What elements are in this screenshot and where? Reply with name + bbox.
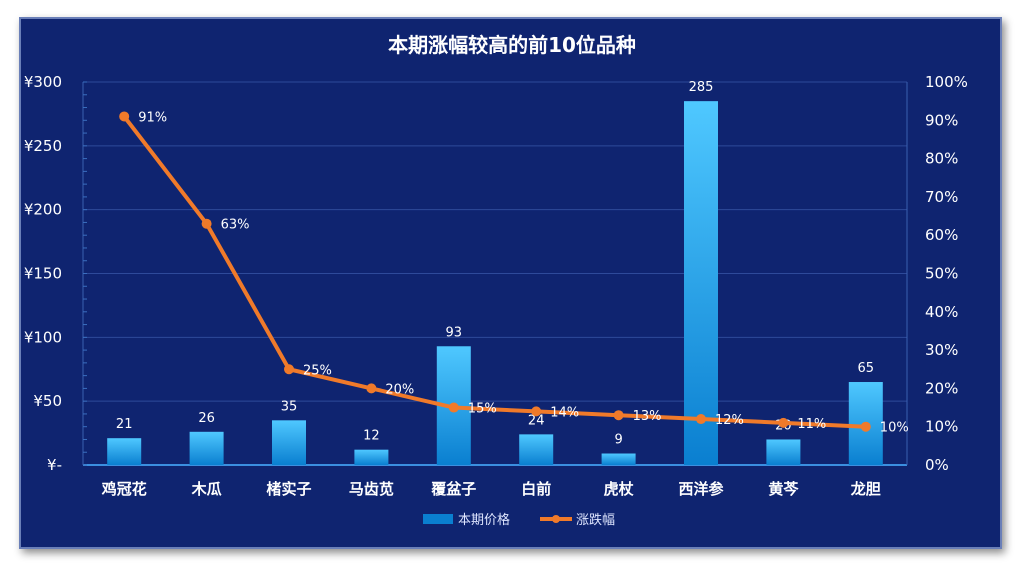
y-left-tick-label: ¥- (47, 456, 62, 474)
bar-value-label: 21 (116, 417, 133, 432)
bar[interactable] (601, 453, 636, 465)
line-point[interactable] (284, 364, 294, 375)
bar[interactable] (354, 449, 389, 465)
bar-value-label: 35 (281, 399, 298, 414)
bar[interactable] (684, 101, 718, 466)
category-label: 白前 (521, 480, 551, 498)
bar-value-labels: 21263512932492852065 (116, 80, 874, 447)
y-left-tick-label: ¥100 (24, 328, 62, 346)
chart-frame (19, 17, 1002, 549)
legend-line-label: 涨跌幅 (576, 512, 615, 528)
y-right-tick-label: 80% (925, 150, 958, 168)
legend-line-marker (552, 515, 560, 523)
legend-bar-swatch (423, 514, 453, 524)
y-right-tick-label: 20% (925, 379, 958, 397)
line-point[interactable] (448, 402, 459, 413)
y-right-tick-label: 40% (925, 303, 958, 321)
line-value-label: 91% (138, 110, 167, 125)
line-series (119, 111, 871, 432)
category-label: 龙胆 (850, 480, 881, 498)
line-point[interactable] (860, 421, 871, 432)
category-label: 楮实子 (265, 480, 311, 498)
y-right-tick-label: 50% (925, 265, 958, 283)
legend[interactable]: 本期价格 涨跌幅 (423, 512, 615, 528)
category-label: 鸡冠花 (101, 480, 147, 498)
y-left-tick-label: ¥150 (24, 265, 62, 283)
line-value-labels: 91% 63% 25% 20% 15% 14% 13% 12% 11% 10% (138, 110, 909, 435)
chart-title: 本期涨幅较高的前10位品种 (388, 33, 636, 57)
legend-bar-label: 本期价格 (458, 512, 510, 528)
category-label: 覆盆子 (431, 480, 476, 498)
bar-value-label: 65 (858, 361, 875, 376)
category-labels: 鸡冠花 木瓜 楮实子 马齿苋 覆盆子 白前 虎杖 西洋参 黄芩 龙胆 (101, 480, 881, 498)
bar-value-label: 285 (689, 80, 714, 95)
y-right-tick-label: 10% (925, 418, 958, 436)
line-value-label: 13% (633, 409, 662, 424)
category-label: 虎杖 (604, 480, 634, 498)
line-value-label: 63% (221, 218, 250, 233)
line-path (122, 115, 866, 429)
line-point[interactable] (778, 417, 789, 428)
line-value-label: 20% (385, 382, 414, 397)
bar[interactable] (519, 434, 554, 465)
line-value-label: 15% (468, 402, 497, 417)
y-left-tick-label: ¥300 (24, 73, 62, 91)
gridlines (83, 81, 907, 402)
bar[interactable] (766, 439, 801, 465)
bar[interactable] (189, 431, 224, 465)
bar-value-label: 26 (198, 411, 215, 426)
line-point[interactable] (613, 410, 624, 421)
category-label: 黄芩 (768, 480, 799, 498)
line-value-label: 25% (303, 363, 332, 378)
category-label: 马齿苋 (349, 480, 394, 498)
y-left-tick-label: ¥50 (33, 392, 62, 410)
y-right-tick-label: 100% (925, 73, 968, 91)
y-left-tick-label: ¥250 (24, 137, 62, 155)
line-point[interactable] (531, 406, 542, 417)
line-point[interactable] (201, 218, 212, 229)
line-value-label: 12% (715, 413, 744, 428)
bar-value-label: 93 (446, 325, 463, 340)
bar[interactable] (272, 420, 306, 465)
y-left-tick-label: ¥200 (24, 201, 62, 219)
y-right-tick-label: 60% (925, 226, 958, 244)
line-value-label: 11% (797, 417, 826, 432)
category-label: 木瓜 (191, 480, 222, 498)
bar-value-label: 24 (528, 413, 545, 428)
y-right-tick-label: 0% (925, 456, 949, 474)
y-right-tick-label: 90% (925, 111, 958, 129)
line-value-label: 10% (880, 421, 909, 436)
line-point[interactable] (696, 414, 706, 425)
bar-value-label: 12 (363, 429, 380, 444)
line-point[interactable] (366, 383, 377, 394)
bar-series (107, 101, 883, 466)
line-value-label: 14% (550, 405, 579, 420)
bar[interactable] (107, 438, 142, 465)
y-right-tick-label: 30% (925, 341, 958, 359)
bar-value-label: 9 (614, 433, 622, 448)
y-right-tick-label: 70% (925, 188, 958, 206)
category-label: 西洋参 (678, 480, 724, 498)
line-point[interactable] (119, 111, 130, 122)
